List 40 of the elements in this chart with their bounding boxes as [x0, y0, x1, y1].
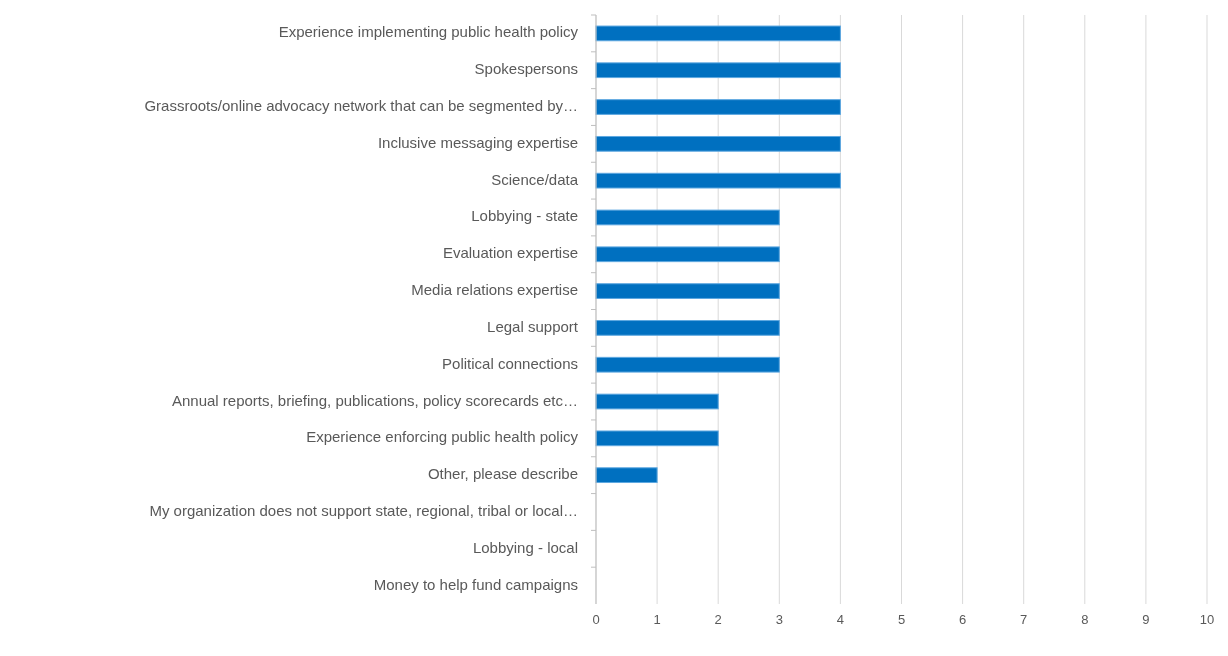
y-tick-label: Annual reports, briefing, publications, policy scorecards etc…	[171, 391, 578, 409]
y-tick-label: Other, please describe	[427, 465, 578, 483]
bar	[595, 356, 780, 373]
x-tick-label: 10	[1199, 612, 1215, 627]
bar	[595, 172, 841, 189]
x-tick-label: 8	[1081, 612, 1089, 627]
bar	[595, 320, 780, 336]
x-tick-label: 6	[958, 612, 967, 627]
y-tick-label: Money to help fund campaigns	[373, 575, 578, 593]
bar	[595, 467, 658, 484]
y-tick-label: Experience implementing public health policy	[278, 23, 579, 41]
bar	[595, 62, 841, 79]
y-tick-label: Experience enforcing public health policy	[306, 428, 579, 446]
y-tick-label: Lobbying - local	[472, 538, 578, 556]
y-tick-label: Media relations expertise	[411, 281, 578, 299]
bar	[595, 99, 841, 115]
y-tick-label: My organization does not support state, regional, tribal or local…	[149, 501, 578, 519]
y-tick-label: Science/data	[491, 170, 579, 188]
x-tick-label: 7	[1020, 612, 1028, 627]
y-tick-label: Spokespersons	[474, 60, 578, 78]
bar	[595, 25, 841, 42]
x-tick-label: 2	[714, 612, 722, 627]
bar	[595, 135, 841, 152]
bar	[595, 209, 780, 226]
y-tick-label: Political connections	[442, 354, 578, 372]
y-tick-label: Lobbying - state	[471, 207, 578, 225]
bar	[595, 283, 780, 299]
y-tick-label: Evaluation expertise	[442, 244, 578, 262]
x-tick-label: 4	[836, 612, 845, 627]
y-tick-label: Inclusive messaging expertise	[377, 133, 578, 151]
x-tick-label: 3	[775, 612, 783, 627]
bar	[595, 393, 719, 410]
bar	[595, 430, 719, 447]
x-tick-label: 1	[653, 612, 661, 627]
bar	[595, 246, 780, 263]
y-tick-label: Grassroots/online advocacy network that can be segmented by…	[144, 97, 578, 114]
x-tick-label: 9	[1142, 612, 1150, 627]
x-tick-label: 5	[897, 612, 906, 627]
y-tick-label: Legal support	[487, 317, 579, 335]
x-tick-label: 0	[592, 612, 600, 627]
